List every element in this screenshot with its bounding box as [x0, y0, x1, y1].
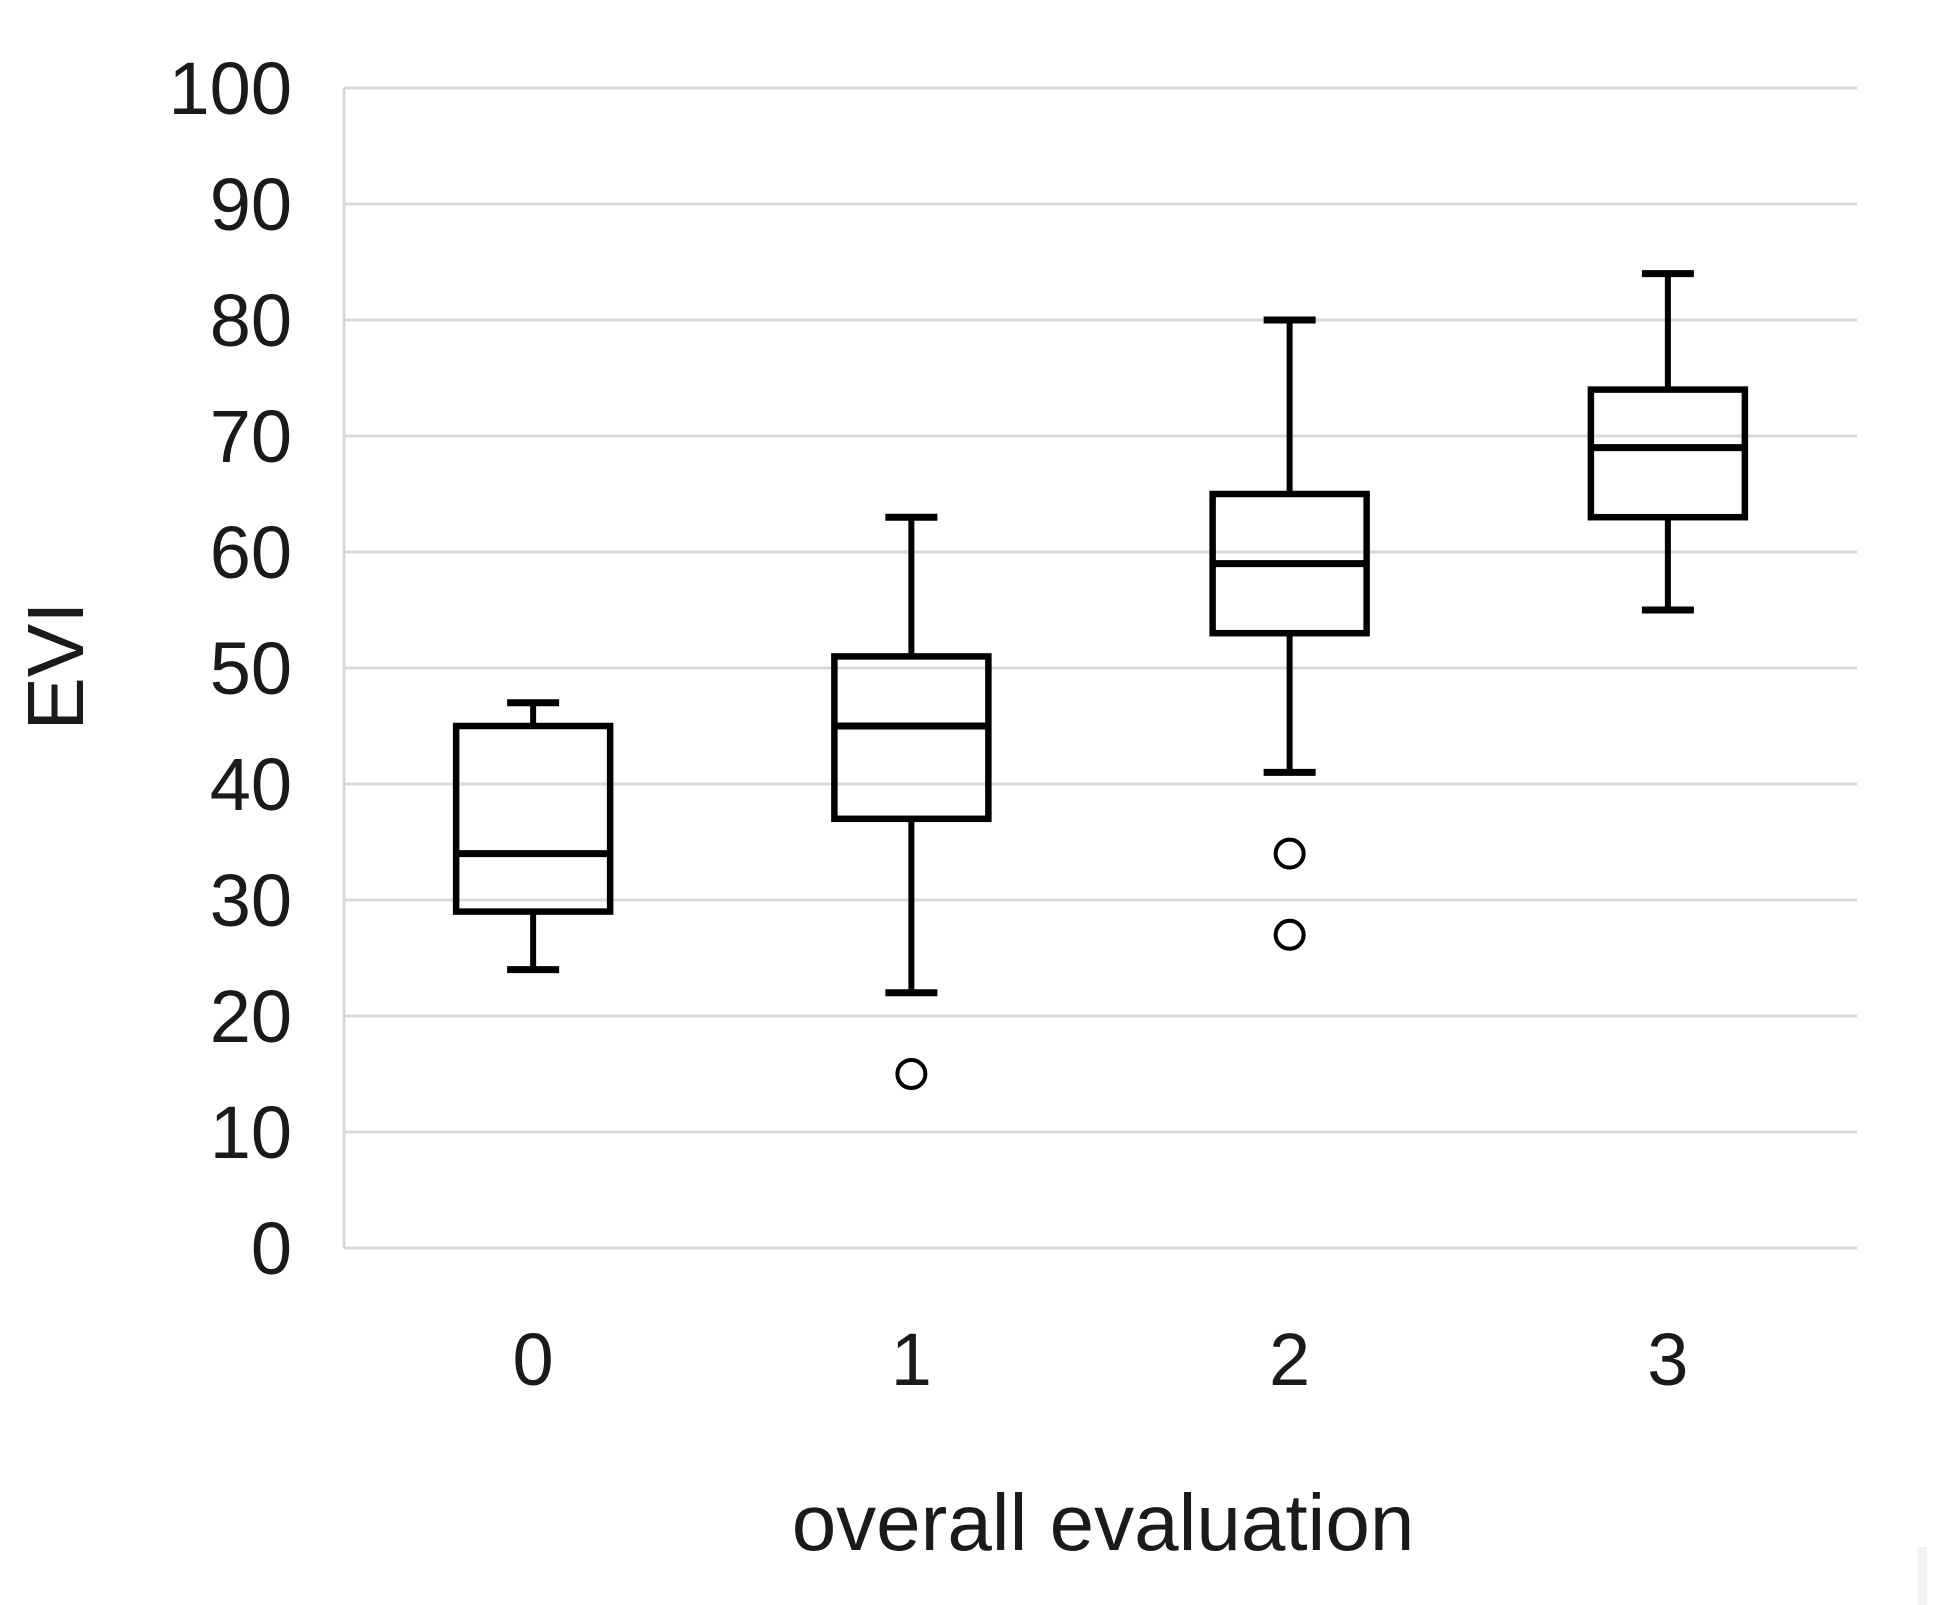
box-plot-category-0: [452, 699, 614, 974]
y-tick-label-80: 80: [210, 279, 292, 362]
box-plot-category-2: [1209, 316, 1370, 951]
y-tick-label-70: 70: [210, 395, 292, 478]
y-tick-label-0: 0: [251, 1207, 292, 1290]
scrollbar-artifact: [1917, 1547, 1927, 1605]
outlier-point-27: [1273, 918, 1306, 951]
x-axis-title: overall evaluation: [791, 1478, 1415, 1567]
x-tick-label-1: 1: [891, 1318, 932, 1401]
outlier-point-34: [1273, 837, 1306, 870]
x-tick-label-3: 3: [1647, 1318, 1688, 1401]
y-tick-label-90: 90: [210, 163, 292, 246]
box-plot-category-3: [1587, 270, 1749, 614]
y-tick-label-100: 100: [169, 47, 292, 130]
y-tick-label-10: 10: [210, 1091, 292, 1174]
x-tick-label-0: 0: [513, 1318, 554, 1401]
box-rect: [831, 653, 992, 823]
y-tick-label-30: 30: [210, 859, 292, 942]
box-plot-category-1: [831, 513, 992, 1090]
box-rect: [452, 722, 614, 915]
y-tick-label-60: 60: [210, 511, 292, 594]
outlier-point-15: [895, 1058, 928, 1090]
box-rect: [1587, 386, 1749, 521]
y-tick-label-50: 50: [210, 627, 292, 710]
y-tick-label-20: 20: [210, 975, 292, 1058]
y-axis-title: EVI: [11, 601, 100, 731]
x-tick-label-2: 2: [1269, 1318, 1310, 1401]
y-tick-label-40: 40: [210, 743, 292, 826]
